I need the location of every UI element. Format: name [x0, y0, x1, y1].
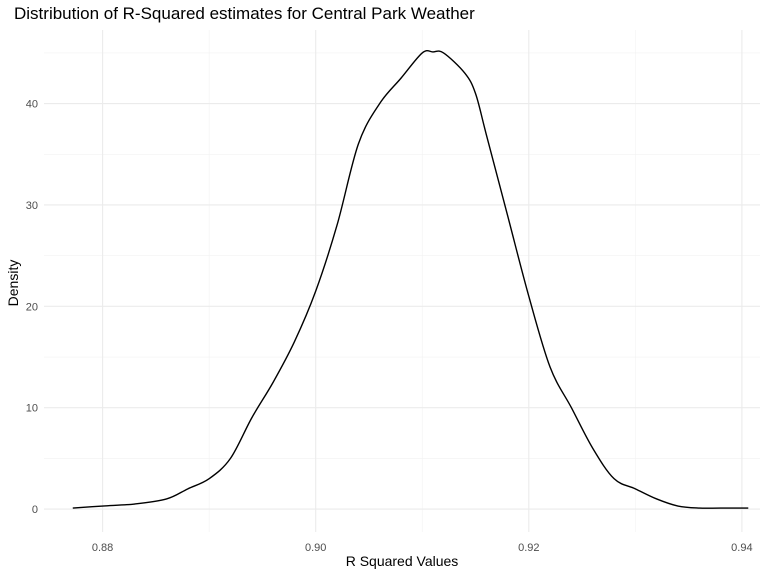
chart-title: Distribution of R-Squared estimates for … — [14, 4, 475, 23]
x-tick-label: 0.90 — [305, 542, 326, 554]
y-tick-label: 20 — [26, 301, 38, 313]
x-axis-title: R Squared Values — [346, 553, 459, 569]
y-tick-label: 0 — [32, 504, 38, 516]
y-axis-title: Density — [5, 260, 21, 307]
y-tick-label: 40 — [26, 99, 38, 111]
y-tick-label: 30 — [26, 200, 38, 212]
x-tick-label: 0.88 — [92, 542, 113, 554]
x-tick-label: 0.94 — [731, 542, 752, 554]
density-curve — [72, 49, 749, 509]
plot-grid — [44, 30, 760, 532]
x-axis-ticks: 0.88 0.90 0.92 0.94 — [92, 542, 753, 554]
y-tick-label: 10 — [26, 403, 38, 415]
y-axis-ticks: 0 10 20 30 40 — [26, 99, 38, 516]
x-tick-label: 0.92 — [518, 542, 539, 554]
density-series — [72, 49, 749, 509]
